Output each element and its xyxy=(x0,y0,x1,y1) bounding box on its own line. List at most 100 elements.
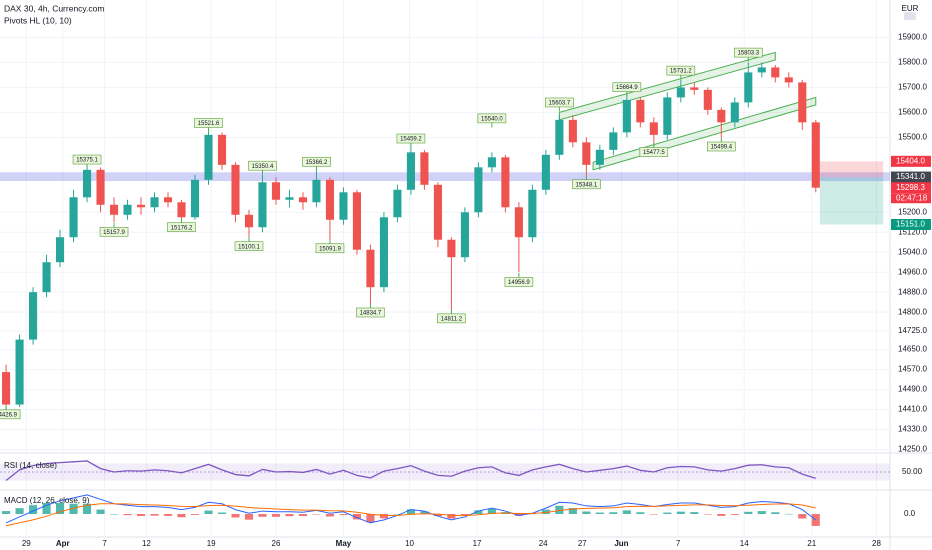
candle-body xyxy=(244,214,254,228)
macd-histogram-bar xyxy=(312,514,321,515)
macd-histogram-bar xyxy=(622,510,631,514)
pivot-box xyxy=(356,307,385,318)
candle-body xyxy=(798,82,807,123)
y-tick-label: 14880.0 xyxy=(898,287,927,296)
macd-histogram-bar xyxy=(298,514,308,517)
y-tick-label: 14570.0 xyxy=(898,365,927,374)
candle-body xyxy=(771,67,780,78)
candle-body xyxy=(325,179,335,220)
macd-histogram-bar xyxy=(609,512,618,514)
macd-histogram-bar xyxy=(109,514,119,515)
pivot-label: 15803.3 xyxy=(737,51,759,57)
candle-body xyxy=(595,149,604,165)
candle-body xyxy=(109,204,119,215)
candle-body xyxy=(231,164,240,215)
x-tick-label: 12 xyxy=(142,539,151,548)
macd-histogram-bar xyxy=(582,511,591,514)
last-price-bg xyxy=(891,182,931,194)
candle-body xyxy=(42,262,51,293)
pivot-label: 15348.1 xyxy=(576,182,598,188)
stop-label: 15404.0 xyxy=(896,156,925,165)
countdown-bg xyxy=(891,193,931,204)
x-tick-label: 29 xyxy=(22,539,31,548)
pivot-label: 15540.0 xyxy=(481,116,503,122)
candle-body xyxy=(757,67,766,73)
pivot-label: 15731.2 xyxy=(670,69,692,75)
x-tick-label: 7 xyxy=(102,539,107,548)
macd-histogram-bar xyxy=(204,510,213,514)
y-tick-label: 15500.0 xyxy=(898,132,927,141)
candle-body xyxy=(258,182,267,228)
y-tick-label: 14490.0 xyxy=(898,385,927,394)
chart-title: DAX 30, 4h, Currency.com xyxy=(4,3,104,13)
macd-histogram-bar xyxy=(771,512,780,514)
y-tick-label: 15040.0 xyxy=(898,247,927,256)
candle-body xyxy=(123,204,132,215)
candle-body xyxy=(501,157,510,208)
pivot-label: 15664.9 xyxy=(616,85,638,91)
macd-histogram-bar xyxy=(29,505,38,514)
candle-body xyxy=(163,197,173,203)
candle-body xyxy=(582,142,591,165)
macd-histogram-bar xyxy=(123,514,132,516)
macd-histogram-bar xyxy=(352,514,361,520)
macd-histogram-bar xyxy=(811,514,820,526)
macd-histogram-bar xyxy=(447,514,456,519)
pivot-label: 14834.7 xyxy=(360,311,382,317)
macd-histogram-bar xyxy=(339,514,348,515)
x-tick-label: 17 xyxy=(473,539,482,548)
candle-body xyxy=(636,99,645,123)
pivot-box xyxy=(396,133,426,144)
macd-title: MACD (12, 26, close, 9) xyxy=(4,496,90,505)
pivot-box xyxy=(437,313,466,324)
pivot-box xyxy=(302,156,331,167)
pivot-label: 14811.2 xyxy=(441,316,463,322)
macd-histogram-bar xyxy=(177,514,186,518)
macd-histogram-bar xyxy=(595,512,604,514)
candle-body xyxy=(744,72,753,103)
macd-histogram-bar xyxy=(474,510,483,514)
pivot-box xyxy=(545,97,574,108)
macd-histogram-bar xyxy=(730,514,739,515)
candle-body xyxy=(190,179,200,218)
pivot-label: 15477.5 xyxy=(643,150,665,156)
candle-body xyxy=(339,192,348,220)
candle-body xyxy=(69,197,78,238)
indicator-label: Pivots HL (10, 10) xyxy=(4,15,72,25)
candle-body xyxy=(82,169,92,198)
pivot-label: 15459.2 xyxy=(400,137,422,143)
macd-line xyxy=(5,494,817,524)
pivot-label: 15366.2 xyxy=(306,160,328,166)
candle-body xyxy=(487,157,496,168)
y-tick-label: 15600.0 xyxy=(898,107,927,116)
macd-tick-label: 0.0 xyxy=(904,509,916,518)
x-tick-label: 28 xyxy=(872,539,881,548)
candle-body xyxy=(474,167,483,213)
x-tick-label: 19 xyxy=(207,539,216,548)
y-tick-label: 14725.0 xyxy=(898,326,927,335)
candle-body xyxy=(703,89,712,110)
candle-body xyxy=(514,207,523,238)
signal-line xyxy=(5,503,816,527)
macd-histogram-bar xyxy=(379,514,388,519)
logo xyxy=(904,12,916,20)
candle-body xyxy=(271,182,281,200)
candle-body xyxy=(649,122,658,135)
candle-body xyxy=(528,189,537,238)
y-tick-label: 14800.0 xyxy=(898,307,927,316)
candle-body xyxy=(690,87,699,90)
candle-body xyxy=(298,197,308,203)
candle-body xyxy=(541,154,550,190)
macd-histogram-bar xyxy=(690,512,699,514)
candle-body xyxy=(460,212,469,258)
pivot-label: 15375.1 xyxy=(76,158,98,164)
candle-body xyxy=(730,102,739,123)
macd-histogram-bar xyxy=(784,513,793,515)
x-tick-label: 14 xyxy=(740,539,749,548)
candle-body xyxy=(177,202,186,218)
candle-body xyxy=(433,184,442,240)
rsi-line xyxy=(5,460,816,482)
macd-histogram-bar xyxy=(460,514,469,516)
